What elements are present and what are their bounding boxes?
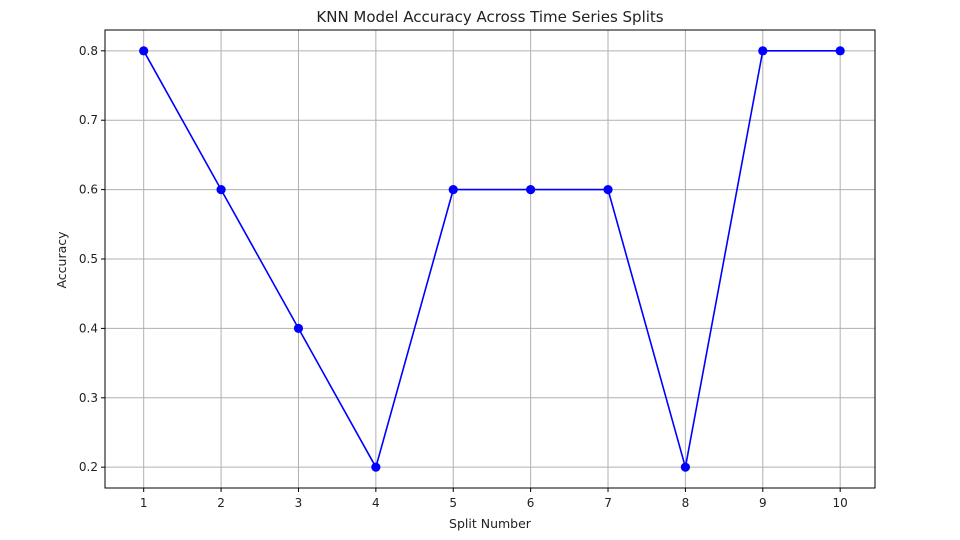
data-point [758,46,768,56]
y-tick-label: 0.8 [79,44,98,58]
y-tick-label: 0.7 [79,113,98,127]
y-tick-label: 0.3 [79,391,98,405]
x-tick-label: 2 [217,496,225,510]
x-tick-label: 3 [295,496,303,510]
series-line [142,50,841,468]
x-axis-label: Split Number [449,516,532,531]
y-tick-label: 0.4 [79,321,98,335]
data-point [835,46,845,56]
x-tick-label: 4 [372,496,380,510]
grid-lines [105,30,875,488]
x-tick-label: 10 [833,496,848,510]
y-tick-label: 0.6 [79,183,98,197]
x-tick-label: 5 [449,496,457,510]
chart-title: KNN Model Accuracy Across Time Series Sp… [316,8,663,26]
y-tick-label: 0.2 [79,460,98,474]
y-axis-label: Accuracy [54,231,69,289]
x-tick-label: 8 [682,496,690,510]
series-layer [139,46,845,472]
y-axis-ticks: 0.2 0.3 0.4 0.5 0.6 0.7 0.8 [79,44,105,474]
data-point [293,323,304,333]
y-tick-label: 0.5 [79,252,98,266]
x-axis-ticks: 1 2 3 4 5 6 7 8 9 10 [140,488,848,510]
data-point [526,185,536,195]
data-point [448,185,458,195]
data-point [680,462,691,472]
data-point [216,185,226,195]
x-tick-label: 6 [527,496,535,510]
x-tick-label: 7 [604,496,612,510]
data-point [139,46,149,56]
x-tick-label: 1 [140,496,148,510]
data-point [603,185,613,195]
data-point [371,462,381,472]
x-tick-label: 9 [759,496,767,510]
